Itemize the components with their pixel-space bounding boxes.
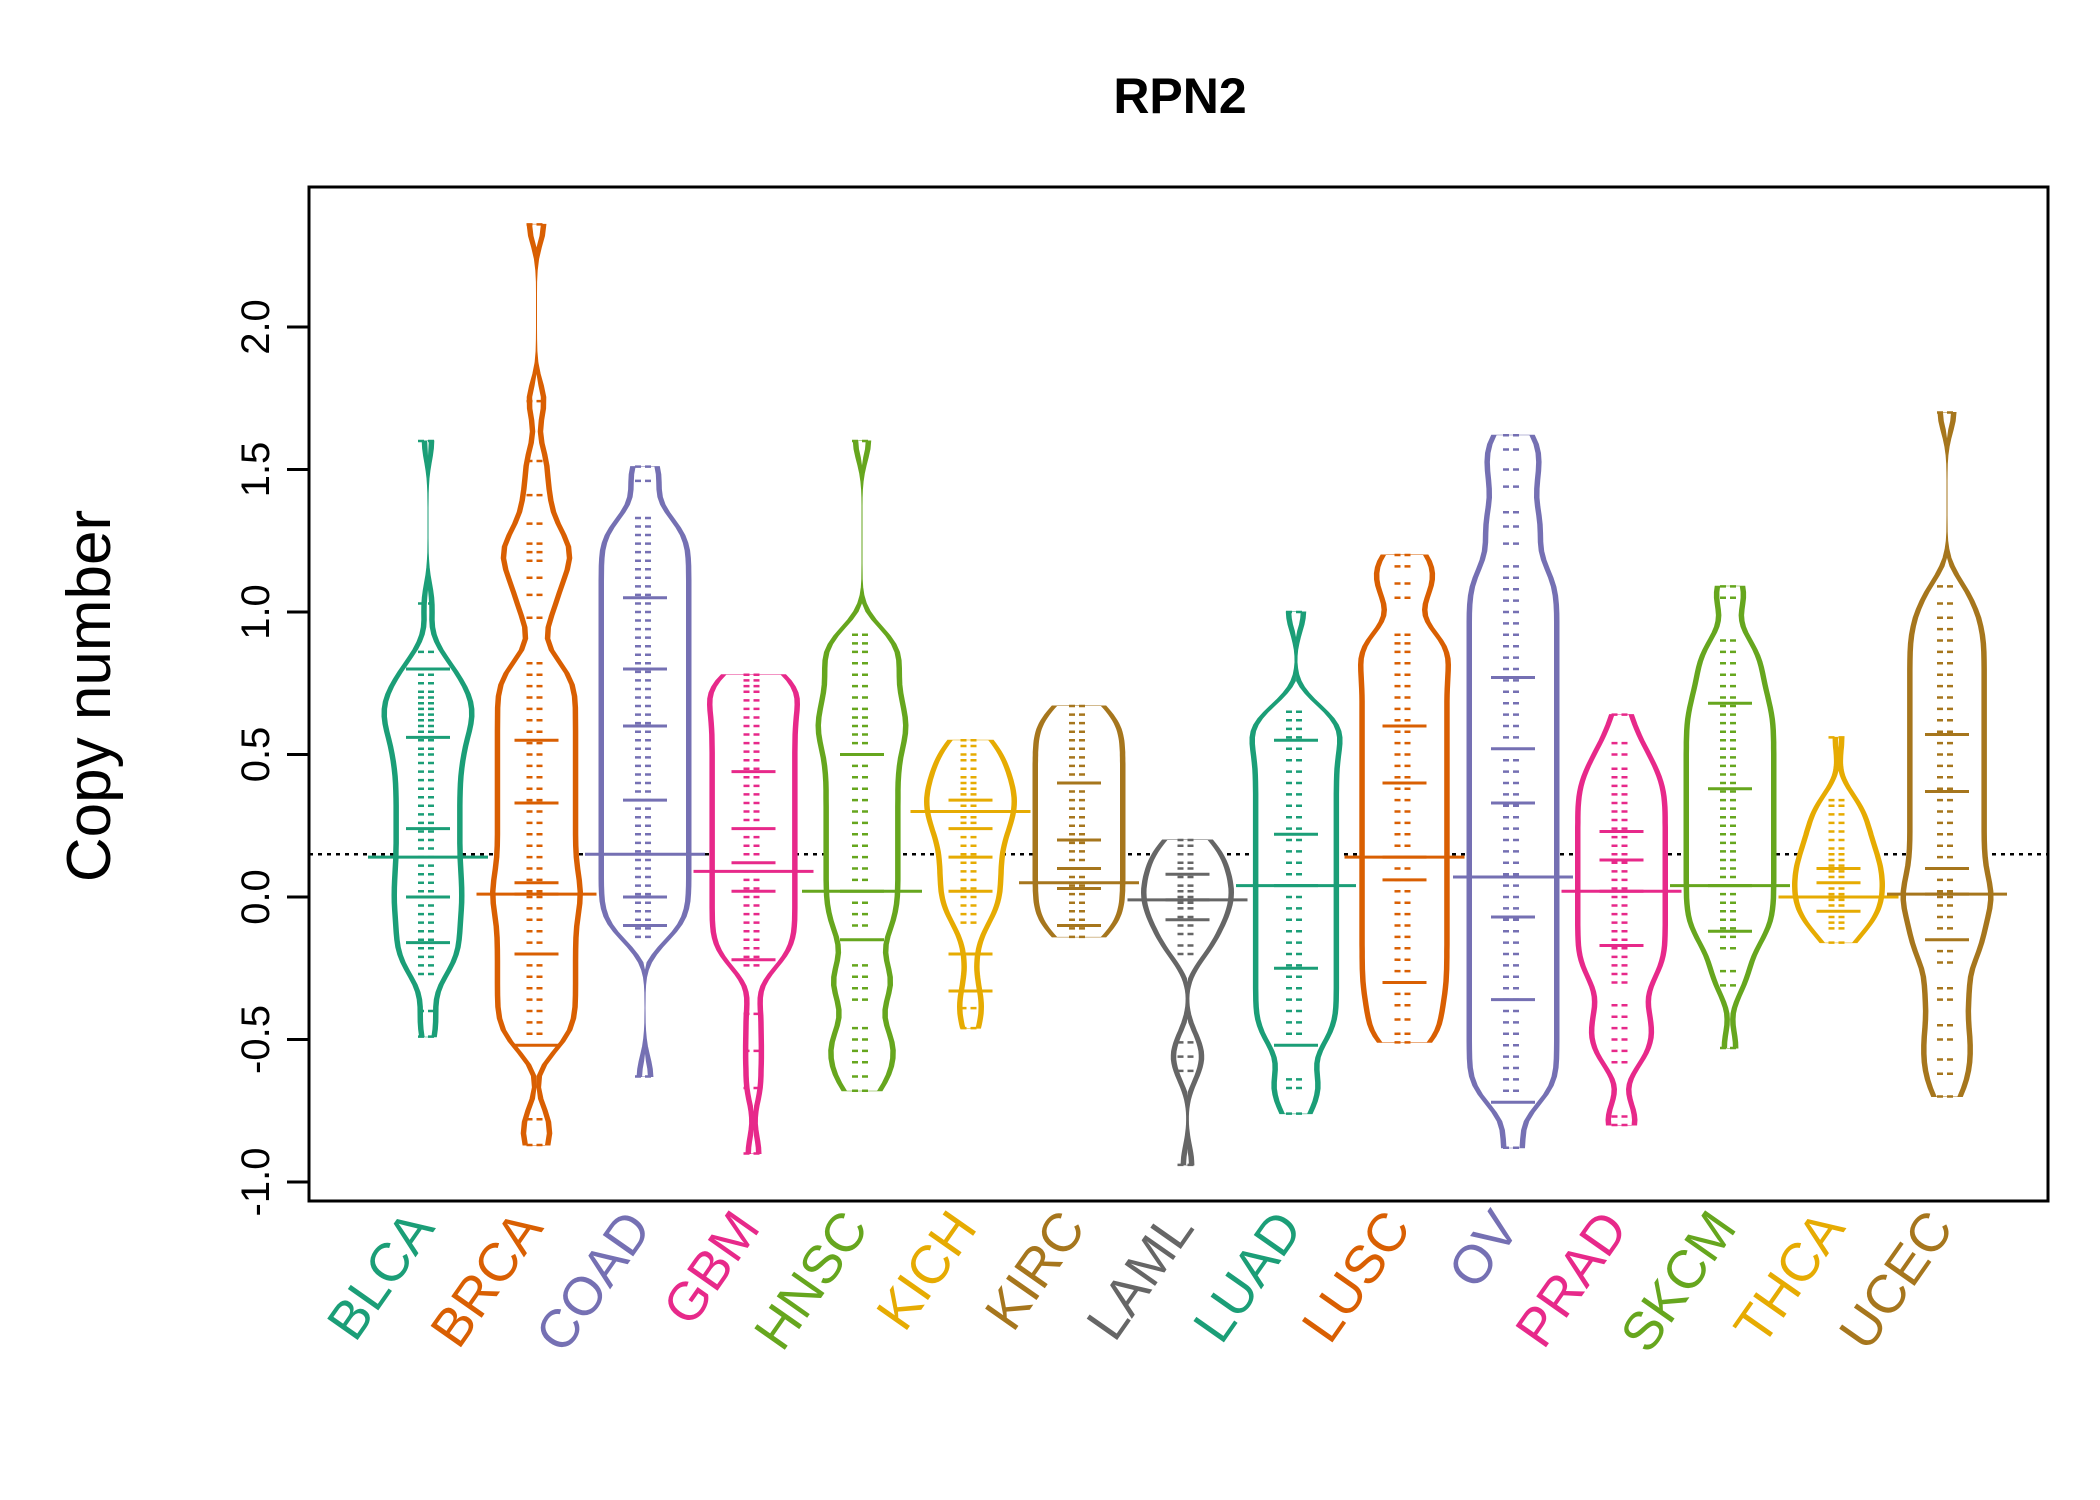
bean-body <box>495 224 578 1145</box>
bean-body <box>1580 714 1663 1125</box>
bean-brca <box>476 223 597 1147</box>
y-tick-label: 1.0 <box>234 584 278 640</box>
bean-blca <box>368 439 488 1038</box>
x-tick-label-ov: OV <box>1437 1200 1531 1298</box>
bean-thca <box>1778 736 1899 944</box>
x-tick-label-kich: KICH <box>865 1200 988 1340</box>
bean-lusc <box>1344 553 1465 1044</box>
y-tick-label: -0.5 <box>234 1005 278 1074</box>
y-tick-label: 0.5 <box>234 727 278 783</box>
bean-prad <box>1561 713 1682 1127</box>
y-tick-label: 2.0 <box>234 299 278 355</box>
bean-kich <box>910 739 1031 1030</box>
x-tick-label-hnsc: HNSC <box>743 1200 880 1360</box>
bean-skcm <box>1670 585 1790 1050</box>
bean-body <box>1472 435 1554 1148</box>
chart-title: RPN2 <box>1113 68 1246 124</box>
plot-area <box>309 223 2048 1167</box>
bean-body <box>1363 555 1446 1043</box>
y-axis: -1.0 -0.5 0.0 0.5 1.0 1.5 2.0 <box>234 299 311 1217</box>
bean-hnsc <box>802 439 922 1093</box>
x-tick-label-kirc: KIRC <box>974 1200 1097 1340</box>
bean-ucec <box>1887 411 2007 1098</box>
x-tick-label-luad: LUAD <box>1182 1200 1314 1352</box>
bean-luad <box>1236 610 1356 1115</box>
bean-ov <box>1453 434 1573 1150</box>
x-tick-label-laml: LAML <box>1075 1200 1205 1350</box>
bean-body <box>1038 706 1120 937</box>
y-axis-label: Copy number <box>55 510 124 882</box>
bean-kirc <box>1019 704 1139 939</box>
y-tick-label: 0.0 <box>234 869 278 925</box>
y-tick-label: 1.5 <box>234 442 278 498</box>
x-tick-label-ucec: UCEC <box>1828 1200 1965 1360</box>
bean-gbm <box>693 673 814 1155</box>
bean-coad <box>585 465 705 1078</box>
x-tick-label-coad: COAD <box>524 1200 663 1362</box>
bean-laml <box>1127 838 1248 1167</box>
x-tick-label-skcm: SKCM <box>1609 1200 1748 1362</box>
x-tick-label-lusc: LUSC <box>1291 1200 1423 1352</box>
y-tick-label: -1.0 <box>234 1148 278 1217</box>
